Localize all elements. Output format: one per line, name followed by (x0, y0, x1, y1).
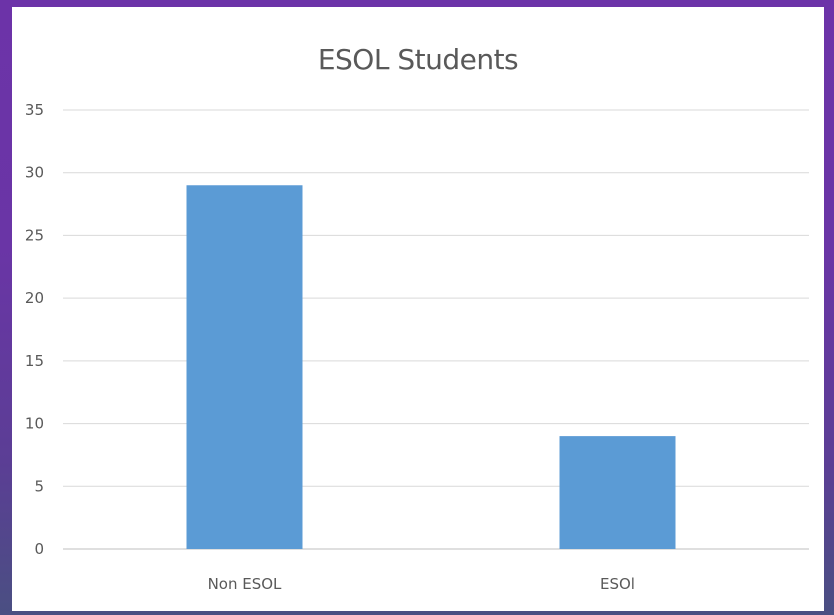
bar (186, 185, 303, 549)
y-tick-label: 15 (25, 352, 44, 370)
bar (559, 436, 676, 549)
y-tick-label: 25 (25, 226, 44, 244)
y-tick-label: 10 (25, 415, 44, 433)
x-tick-label: Non ESOL (208, 575, 282, 593)
x-tick-label: ESOl (600, 575, 635, 593)
bar-chart-plot: 0 5 10 15 20 25 30 35 Non ESOL ESOl (25, 101, 809, 593)
y-tick-label: 30 (25, 164, 44, 182)
chart-card: ESOL Students 0 5 10 15 20 25 30 35 Non ESOL ESOl (12, 7, 824, 611)
y-tick-label: 5 (34, 477, 44, 495)
y-tick-label: 35 (25, 101, 44, 119)
y-tick-label: 20 (25, 289, 44, 307)
y-tick-label: 0 (34, 540, 44, 558)
chart-title: ESOL Students (317, 43, 519, 76)
